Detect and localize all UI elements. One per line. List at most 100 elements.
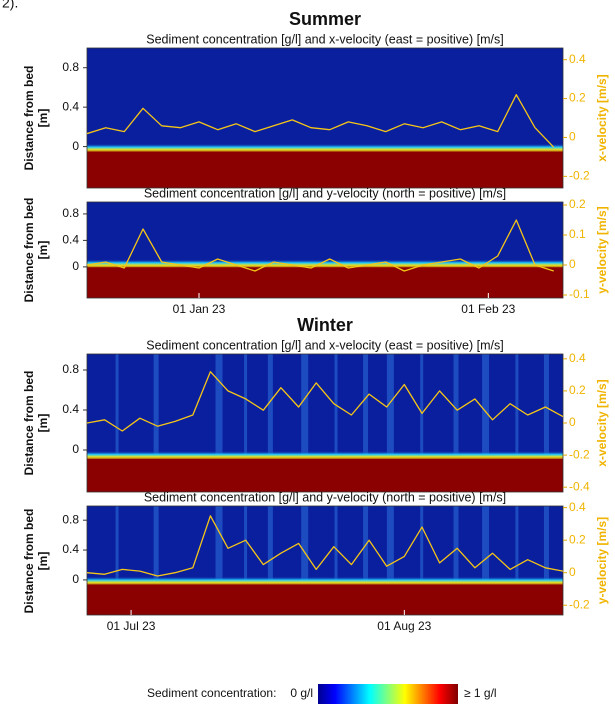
y2-tick-label: -0.1 (569, 287, 590, 301)
panel-subtitle: Sediment concentration [g/l] and x-veloc… (146, 32, 503, 46)
y2-tick-label: 0.2 (569, 197, 586, 211)
y2-tick-label: 0 (569, 257, 576, 271)
y2-axis-label: x-velocity [m/s] (595, 379, 609, 466)
heatmap-streak (420, 506, 424, 615)
heatmap-streak (420, 354, 424, 492)
section-title: Summer (289, 9, 361, 29)
heatmap-streak (153, 506, 159, 615)
heatmap-bed-edge (87, 576, 563, 587)
x-tick-label: 01 Jul 23 (107, 619, 156, 633)
heatmap-streak (115, 354, 119, 492)
heatmap-streak (453, 506, 459, 615)
y2-tick-label: 0.4 (569, 500, 586, 514)
heatmap-streak (215, 354, 223, 492)
heatmap-streak (153, 354, 159, 492)
y2-axis-label: y-velocity [m/s] (595, 517, 609, 604)
heatmap (87, 48, 563, 188)
y-axis-label: Distance from bed [m] (22, 197, 50, 303)
heatmap-bed-edge (87, 143, 563, 154)
plot-frame (86, 505, 564, 616)
heatmap-streak (215, 506, 223, 615)
y2-tick-label: 0 (569, 130, 576, 144)
heatmap-streak (482, 506, 490, 615)
x-tick-label: 01 Jan 23 (173, 302, 226, 316)
x-tick-label: 01 Aug 23 (377, 619, 431, 633)
heatmap-streak (363, 506, 369, 615)
velocity-line (87, 219, 554, 272)
y-axis-label: Distance from bed [m] (22, 65, 50, 171)
heatmap-streak (386, 354, 394, 492)
y-tick-label: 0.8 (62, 60, 79, 74)
colorbar-label: Sediment concentration: (147, 686, 276, 700)
panel-subtitle: Sediment concentration [g/l] and y-veloc… (144, 186, 506, 200)
y-tick-label: 0.4 (62, 233, 79, 247)
heatmap-streak (543, 354, 549, 492)
y-tick-label: 0.8 (62, 206, 79, 220)
y-tick-label: 0.8 (62, 512, 79, 526)
y2-axis-label: y-velocity [m/s] (595, 206, 609, 293)
heatmap-streak (453, 354, 459, 492)
panel-subtitle: Sediment concentration [g/l] and x-veloc… (146, 338, 503, 352)
heatmap-bed-edge (87, 450, 563, 461)
y-tick-label: 0.4 (62, 99, 79, 113)
y2-tick-label: 0.2 (569, 532, 586, 546)
y-tick-label: 0 (72, 259, 79, 273)
heatmap-streak (244, 354, 248, 492)
heatmap-streak (244, 506, 248, 615)
y2-axis-label: x-velocity [m/s] (595, 74, 609, 161)
velocity-line (87, 515, 563, 577)
colorbar-min-label: 0 g/l (290, 686, 313, 700)
heatmap-streak (115, 506, 119, 615)
y2-tick-label: 0.2 (569, 383, 586, 397)
y2-tick-label: 0.1 (569, 227, 586, 241)
heatmap-streak (301, 354, 309, 492)
y2-tick-label: -0.2 (569, 169, 590, 183)
y-axis-label: Distance from bed [m] (22, 370, 50, 476)
heatmap-streak (482, 354, 490, 492)
heatmap-streak (386, 506, 394, 615)
velocity-line (87, 371, 563, 432)
heatmap (87, 202, 563, 298)
heatmap-streak (515, 354, 519, 492)
y2-tick-label: 0.4 (569, 52, 586, 66)
heatmap-streak (543, 506, 549, 615)
colorbar (318, 684, 458, 704)
y-tick-label: 0 (72, 442, 79, 456)
y2-tick-label: 0 (569, 565, 576, 579)
heatmap-bed (87, 458, 563, 492)
heatmap-bed (87, 151, 563, 188)
y2-tick-label: 0.2 (569, 91, 586, 105)
heatmap (87, 354, 563, 492)
y-tick-label: 0.4 (62, 542, 79, 556)
section-title: Winter (297, 315, 353, 335)
colorbar-max-label: ≥ 1 g/l (464, 686, 497, 700)
figure-label: 2). (2, 0, 18, 11)
y-tick-label: 0.4 (62, 402, 79, 416)
heatmap-streak (301, 506, 309, 615)
heatmap-streak (334, 354, 338, 492)
y-tick-label: 0.8 (62, 362, 79, 376)
y2-tick-label: -0.2 (569, 447, 590, 461)
velocity-line (87, 94, 555, 148)
y2-tick-label: 0.4 (569, 351, 586, 365)
y2-tick-label: 0 (569, 415, 576, 429)
heatmap-streak (334, 506, 338, 615)
panel-subtitle: Sediment concentration [g/l] and y-veloc… (144, 490, 506, 504)
y-axis-label: Distance from bed [m] (22, 508, 50, 613)
heatmap-streak (363, 354, 369, 492)
heatmap-streak (267, 354, 273, 492)
heatmap-bed-edge (87, 259, 563, 270)
heatmap (87, 506, 563, 615)
x-tick-label: 01 Feb 23 (461, 302, 515, 316)
heatmap-streak (515, 506, 519, 615)
plot-frame (86, 201, 564, 299)
y2-tick-label: -0.2 (569, 597, 590, 611)
heatmap-bed (87, 584, 563, 615)
plot-frame (86, 47, 564, 189)
y-tick-label: 0 (72, 572, 79, 586)
heatmap-bed (87, 267, 563, 298)
y-tick-label: 0 (72, 139, 79, 153)
y2-tick-label: -0.4 (569, 479, 590, 493)
